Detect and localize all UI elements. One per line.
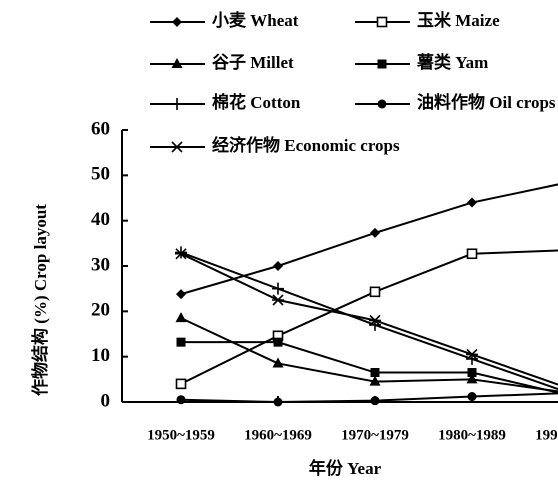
marker (370, 227, 380, 238)
y-tick-label: 10 (91, 345, 110, 366)
marker (467, 368, 477, 378)
marker (175, 246, 187, 259)
y-tick-label: 50 (91, 164, 110, 185)
y-tick-label: 60 (91, 118, 110, 139)
marker (171, 141, 183, 153)
marker (370, 396, 380, 406)
legend-label: 薯类 Yam (416, 52, 488, 72)
marker (273, 337, 283, 347)
legend-label: 经济作物 Economic crops (212, 135, 400, 155)
x-tick-label: 1980~1989 (438, 427, 506, 443)
marker (370, 368, 380, 378)
marker (175, 378, 187, 390)
marker (467, 392, 477, 402)
y-tick-label: 20 (91, 300, 110, 321)
x-tick-label: 1970~1979 (341, 427, 409, 443)
series-line (180, 392, 558, 404)
marker (176, 395, 186, 405)
legend-label: 小麦 Wheat (212, 10, 299, 30)
y-axis-title: 作物结构 (%) Crop layout (30, 204, 50, 396)
legend-label: 棉花 Cotton (212, 92, 301, 112)
legend-label: 谷子 Millet (212, 53, 294, 72)
marker (466, 248, 478, 260)
marker (377, 59, 387, 69)
marker (466, 348, 478, 360)
y-tick-label: 0 (101, 390, 111, 411)
marker (377, 99, 387, 109)
marker (369, 314, 381, 326)
marker (176, 289, 186, 300)
y-tick-label: 40 (91, 209, 110, 230)
marker (376, 16, 388, 28)
marker (171, 98, 183, 110)
marker (176, 337, 186, 347)
x-tick-label: 1990~1999 (535, 427, 558, 443)
marker (466, 373, 478, 384)
legend-label: 油料作物 Oil crops (417, 92, 556, 112)
marker (175, 312, 187, 323)
marker (172, 17, 182, 27)
marker (467, 197, 477, 208)
marker (175, 248, 187, 260)
x-axis-title: 年份 Year (309, 458, 382, 478)
marker (272, 357, 284, 368)
marker (171, 58, 183, 68)
marker (273, 261, 283, 271)
series-line (180, 183, 558, 296)
marker (369, 375, 381, 386)
y-tick-label: 30 (91, 254, 110, 275)
marker (369, 286, 381, 298)
marker (273, 397, 283, 407)
legend-label: 玉米 Maize (417, 10, 500, 30)
x-tick-label: 1960~1969 (244, 427, 312, 443)
marker (272, 282, 284, 295)
marker (272, 294, 284, 306)
x-tick-label: 1950~1959 (147, 427, 215, 443)
